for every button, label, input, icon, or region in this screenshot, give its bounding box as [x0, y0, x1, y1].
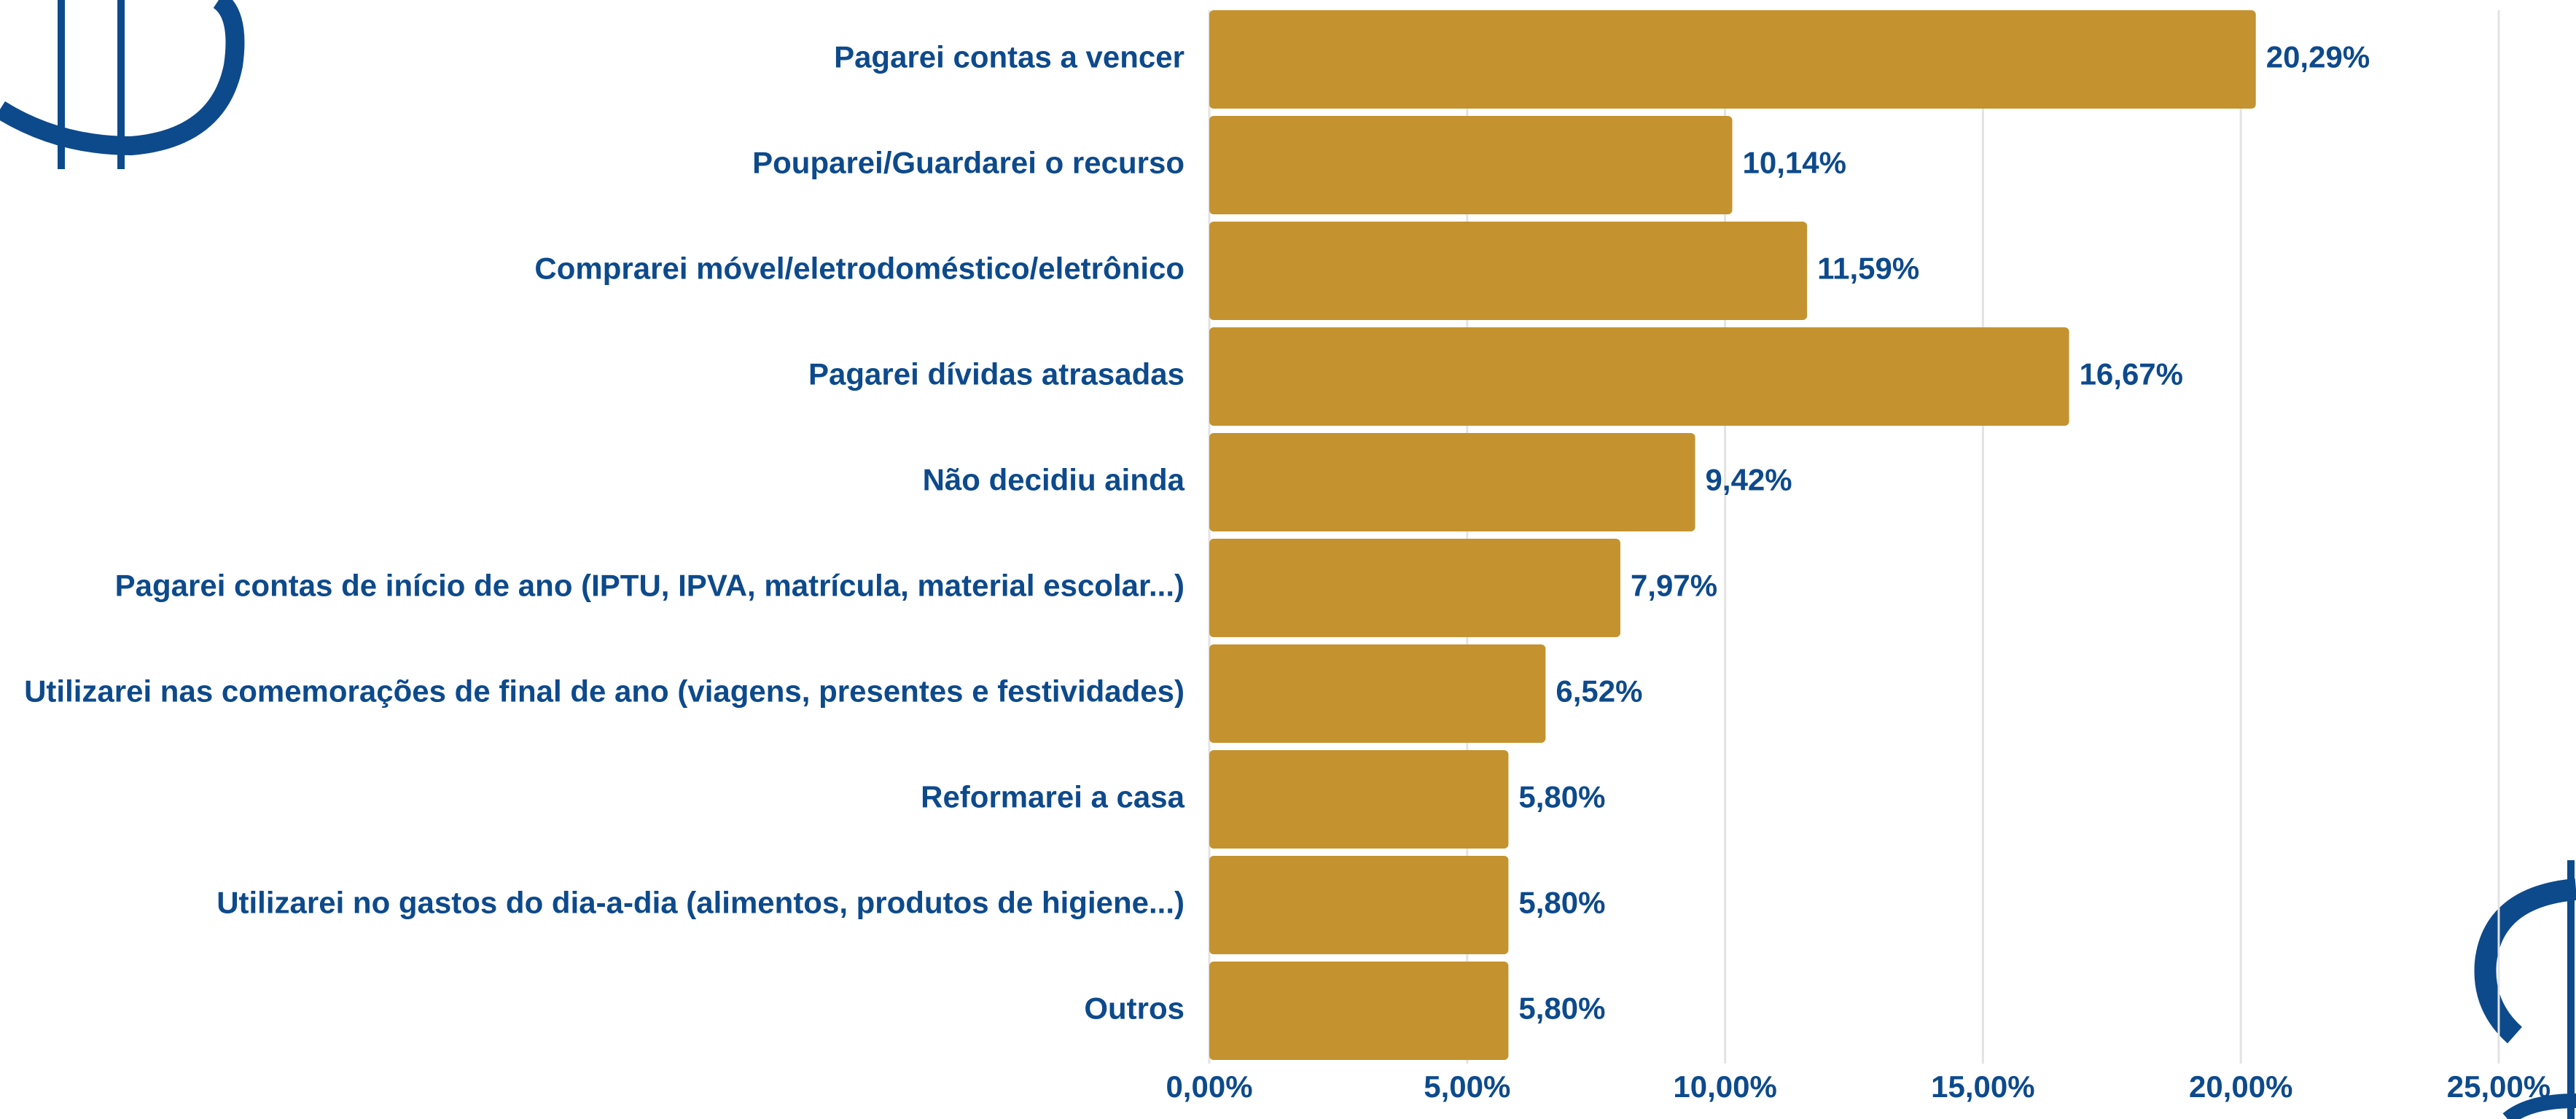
category-label: Não decidiu ainda [923, 463, 1185, 497]
category-label: Utilizarei nas comemorações de final de … [24, 674, 1184, 709]
chart: 0,00% 5,00% 10,00% 15,00% 20,00% 25,00% Pagare… [0, 0, 2576, 1119]
category-label: Utilizarei no gastos do dia-a-dia (alime… [216, 886, 1184, 920]
category-label: Pagarei contas de início de ano (IPTU, I… [115, 569, 1184, 603]
decoration-top-left [0, 0, 235, 169]
value-label: 6,52% [1556, 674, 1642, 709]
value-label: 9,42% [1706, 463, 1792, 497]
category-label: Comprarei móvel/eletrodoméstico/eletrôni… [534, 252, 1184, 286]
value-label: 5,80% [1518, 991, 1605, 1026]
bar [1209, 856, 1508, 954]
value-label: 20,29% [2266, 40, 2370, 74]
bar [1209, 116, 1733, 214]
x-tick-label: 25,00% [2447, 1069, 2550, 1104]
value-label: 16,67% [2080, 357, 2183, 391]
bars [1209, 10, 2256, 1060]
category-label: Pagarei contas a vencer [834, 40, 1184, 74]
category-label: Outros [1084, 991, 1184, 1026]
x-tick-label: 15,00% [1931, 1069, 2034, 1104]
category-label: Pouparei/Guardarei o recurso [752, 146, 1184, 180]
bar [1209, 433, 1695, 531]
x-tick-label: 5,00% [1424, 1069, 1510, 1104]
x-tick-label: 20,00% [2189, 1069, 2292, 1104]
value-label: 10,14% [1743, 146, 1846, 180]
value-label: 5,80% [1518, 780, 1605, 814]
bar [1209, 644, 1545, 743]
bar [1209, 750, 1508, 849]
bar [1209, 10, 2256, 109]
value-label: 11,59% [1817, 252, 1919, 286]
bar [1209, 962, 1508, 1060]
bar [1209, 222, 1807, 320]
category-label: Pagarei dívidas atrasadas [808, 357, 1184, 391]
value-label: 5,80% [1518, 886, 1605, 920]
x-tick-label: 10,00% [1673, 1069, 1776, 1104]
value-label: 7,97% [1631, 569, 1717, 603]
bar [1209, 327, 2069, 426]
bar [1209, 539, 1620, 637]
category-label: Reformarei a casa [921, 780, 1185, 814]
x-tick-label: 0,00% [1166, 1069, 1252, 1104]
